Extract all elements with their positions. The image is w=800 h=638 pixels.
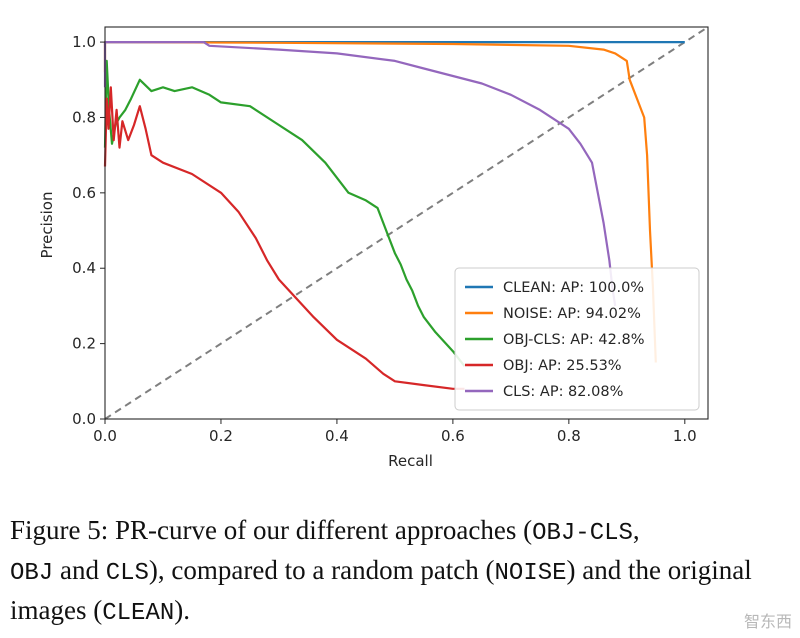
caption-text-6: ). [174, 595, 190, 625]
y-tick-label: 0.4 [72, 259, 96, 277]
x-tick-label: 0.2 [209, 427, 233, 445]
caption-text-4: ), compared to a random patch ( [148, 555, 495, 585]
caption-text-5: ) and the original images ( [10, 555, 752, 625]
figure-caption: Figure 5: PR-curve of our different appr… [10, 512, 794, 632]
legend-label-3: OBJ: AP: 25.53% [503, 358, 622, 374]
x-tick-label: 0.4 [325, 427, 349, 445]
watermark-logo: 智东西 [743, 612, 792, 631]
legend-box [454, 267, 700, 411]
ticks-group: 0.0 0.2 0.4 0.6 0.8 1.0 0.0 0.2 0.4 0.6 0.8 1.0 [72, 33, 697, 445]
series-line-3 [103, 86, 465, 390]
y-tick-label: 0.8 [72, 108, 96, 126]
series-line-4 [103, 40, 617, 307]
legend-label-0: CLEAN: AP: 100.0% [503, 280, 644, 296]
legend: CLEAN: AP: 100.0% NOISE: AP: 94.02% OBJ-CL… [454, 267, 700, 411]
pr-curve-chart: 0.0 0.2 0.4 0.6 0.8 1.0 0.0 0.2 0.4 0.6 0.8 1.0 Rec… [38, 26, 709, 470]
x-tick-label: 1.0 [673, 427, 697, 445]
legend-label-1: NOISE: AP: 94.02% [503, 306, 641, 322]
x-tick-label: 0.0 [93, 427, 117, 445]
legend-label-4: CLS: AP: 82.08% [503, 384, 623, 400]
x-axis-label: Recall [388, 452, 433, 470]
series-line-2 [103, 59, 466, 367]
y-tick-label: 0.2 [72, 335, 96, 353]
caption-code-noise: NOISE [494, 560, 567, 587]
series-group [103, 40, 685, 390]
caption-code-clean: CLEAN [102, 600, 175, 627]
y-tick-label: 0.0 [72, 410, 96, 428]
caption-text-2: , [632, 515, 640, 545]
caption-code-cls: CLS [105, 560, 149, 587]
caption-text-3: and [53, 555, 106, 585]
y-tick-label: 1.0 [72, 33, 96, 51]
x-tick-label: 0.8 [557, 427, 581, 445]
legend-label-2: OBJ-CLS: AP: 42.8% [503, 332, 644, 348]
y-tick-label: 0.6 [72, 184, 96, 202]
caption-text-1: Figure 5: PR-curve of our different appr… [10, 515, 533, 545]
caption-code-obj-cls: OBJ-CLS [532, 520, 633, 547]
plot-frame [104, 26, 709, 420]
caption-code-obj: OBJ [10, 560, 54, 587]
x-tick-label: 0.6 [441, 427, 465, 445]
y-axis-label: Precision [38, 192, 56, 259]
